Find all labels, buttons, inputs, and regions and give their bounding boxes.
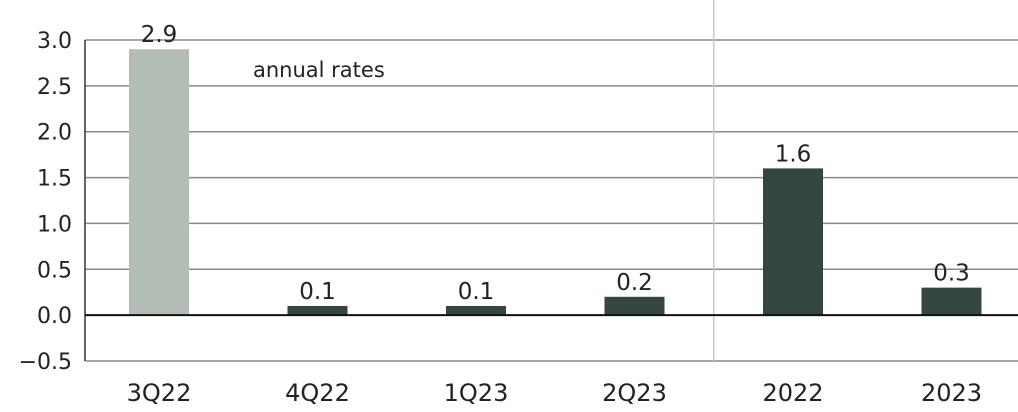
x-tick-label: 2022 — [762, 379, 823, 407]
x-tick-label: 2023 — [921, 379, 982, 407]
bar-2q23 — [604, 296, 665, 316]
y-tick-label: −0.5 — [19, 350, 72, 375]
bar-2023 — [921, 287, 982, 316]
data-label: 2.9 — [141, 22, 178, 48]
y-tick-label: 0.0 — [37, 304, 72, 329]
chart-annotation: annual rates — [253, 58, 385, 82]
y-tick-label: 2.0 — [37, 121, 72, 146]
gridlines — [85, 39, 1018, 362]
bar-1q23 — [446, 305, 506, 316]
bar-3q22 — [129, 49, 189, 316]
x-tick-label: 1Q23 — [444, 379, 509, 407]
data-label: 0.1 — [299, 279, 336, 305]
y-tick-label: 1.0 — [37, 212, 72, 237]
data-labels: 2.9 0.1 0.1 0.2 1.6 0.3 — [141, 22, 970, 305]
data-label: 1.6 — [775, 141, 812, 167]
x-tick-label: 3Q22 — [127, 379, 192, 407]
bar-2022 — [763, 168, 823, 316]
y-axis-ticks: 3.0 2.5 2.0 1.5 1.0 0.5 0.0 −0.5 — [19, 29, 72, 375]
x-axis-labels: 3Q22 4Q22 1Q23 2Q23 2022 2023 — [127, 379, 982, 407]
x-tick-label: 2Q23 — [602, 379, 667, 407]
x-tick-label: 4Q22 — [285, 379, 350, 407]
bars — [129, 49, 982, 316]
data-label: 0.3 — [933, 261, 970, 287]
data-label: 0.2 — [616, 270, 653, 296]
y-tick-label: 1.5 — [37, 167, 72, 192]
y-tick-label: 3.0 — [37, 29, 72, 54]
data-label: 0.1 — [458, 279, 495, 305]
y-tick-label: 0.5 — [37, 258, 72, 283]
y-tick-label: 2.5 — [37, 75, 72, 100]
bar-4q22 — [287, 305, 348, 316]
